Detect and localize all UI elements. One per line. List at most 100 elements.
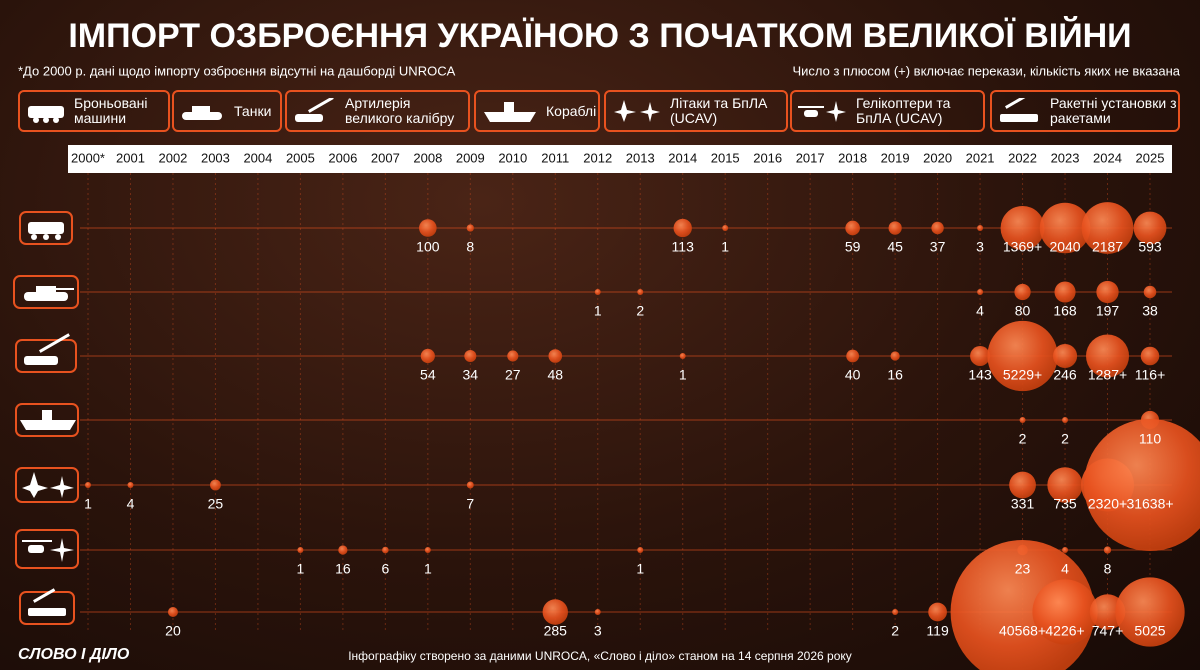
x-tick-label: 2024 [1093,150,1122,165]
data-label: 37 [930,239,946,255]
bubble [1014,283,1031,301]
data-label: 20 [165,623,181,639]
data-label: 2 [636,303,644,319]
bubble [1143,285,1157,299]
bubble [890,351,900,361]
data-label: 3 [976,239,984,255]
data-label: 4 [976,303,984,319]
x-tick-label: 2018 [838,150,867,165]
data-label: 1 [636,561,644,577]
chart-title: ІМПОРТ ОЗБРОЄННЯ УКРАЇНОЮ З ПОЧАТКОМ ВЕЛ… [68,16,1131,55]
data-label: 2320+ [1088,496,1127,512]
data-label: 23 [1015,561,1031,577]
legend-item: Ракетні установки з ракетами [990,90,1180,132]
x-tick-label: 2016 [753,150,782,165]
bubble [1081,202,1134,254]
logo: СЛОВО І ДІЛО [18,646,130,663]
bubble [1054,281,1076,303]
source: Інфографіку створено за даними UNROCA, «… [348,649,852,663]
data-label: 4226+ [1045,623,1084,639]
bubble [548,349,563,363]
bubble [542,599,568,625]
bubble [424,547,431,553]
bubble [846,349,860,363]
bubble [987,320,1058,392]
legend-label: Гелікоптери та БпЛА (UCAV) [856,95,951,126]
bubble [1062,547,1069,553]
x-tick-label: 2013 [626,150,655,165]
data-label: 7 [466,496,474,512]
data-label: 48 [547,367,563,383]
x-tick-label: 2005 [286,150,315,165]
x-tick-label: 2015 [711,150,740,165]
data-label: 197 [1096,303,1120,319]
legend-label: Літаки та БпЛА (UCAV) [670,95,768,126]
legend-item: Артилерія великого калібру [285,90,470,132]
note-plus: Число з плюсом (+) включає перекази, кіл… [792,63,1180,78]
bubble [970,346,991,366]
data-label: 54 [420,367,436,383]
x-tick-label: 2003 [201,150,230,165]
bubble [466,224,474,232]
bubble [167,606,178,618]
bubble [1096,280,1119,304]
row-icons [13,211,79,625]
data-label: 246 [1053,367,1077,383]
x-tick-label: 2010 [498,150,527,165]
x-tick-label: 2008 [413,150,442,165]
bubble [1009,471,1036,499]
x-tick-label: 2023 [1051,150,1080,165]
legend-label: Артилерія великого калібру [345,95,455,126]
x-tick-label: 2009 [456,150,485,165]
data-label: 747+ [1092,623,1124,639]
bubble [1140,346,1160,366]
data-label: 27 [505,367,521,383]
bubble [845,220,860,236]
bubble [637,289,644,295]
bubble [85,482,91,488]
bubble [594,289,601,295]
data-label: 4 [127,496,135,512]
data-label: 331 [1011,496,1035,512]
x-tick-label: 2001 [116,150,145,165]
bubble [419,219,437,237]
bubble [928,602,947,622]
bubble [888,221,902,235]
x-tick-label: 2012 [583,150,612,165]
data-label: 40 [845,367,861,383]
data-label: 2 [1019,431,1027,447]
data-label: 2187 [1092,239,1123,255]
data-label: 25 [208,496,224,512]
data-label: 593 [1138,239,1162,255]
x-tick-label: 2022 [1008,150,1037,165]
data-label: 2040 [1049,239,1080,255]
bubble [637,547,644,553]
data-label: 1 [424,561,432,577]
bubble [1115,577,1185,647]
data-label: 16 [887,367,903,383]
x-tick-label: 2020 [923,150,952,165]
data-label: 100 [416,239,440,255]
legend-item: Кораблі [474,90,600,132]
bubble [722,225,729,231]
bubble [1084,419,1200,551]
bubble [297,547,304,553]
bubble [977,289,984,295]
bubble [673,218,692,238]
data-label: 31638+ [1126,496,1173,512]
data-label: 34 [463,367,479,383]
data-label: 1287+ [1088,367,1127,383]
data-label: 4 [1061,561,1069,577]
bubble [382,546,389,554]
data-label: 2 [891,623,899,639]
bubble [127,482,134,488]
bubble [1019,417,1026,423]
bubble [1000,206,1045,250]
x-tick-label: 2006 [328,150,357,165]
bubble [466,481,474,489]
data-label: 1369+ [1003,239,1042,255]
legend-label: Ракетні установки з ракетами [1050,95,1177,126]
data-label: 113 [672,239,695,255]
